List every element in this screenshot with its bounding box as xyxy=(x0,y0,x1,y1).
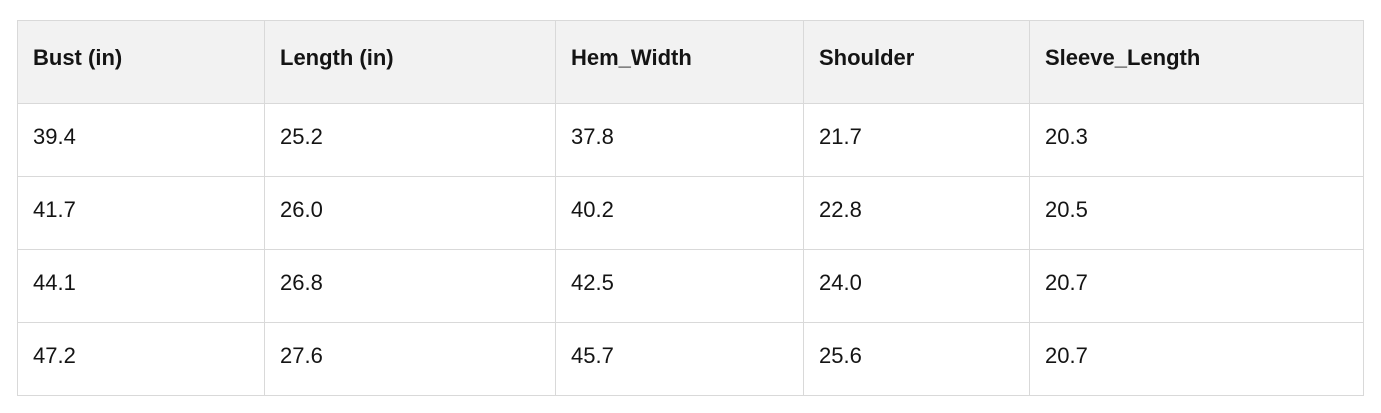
cell-bust: 47.2 xyxy=(17,322,265,396)
cell-hem-width: 37.8 xyxy=(555,103,804,177)
cell-bust: 39.4 xyxy=(17,103,265,177)
cell-bust: 41.7 xyxy=(17,176,265,250)
column-header-length: Length (in) xyxy=(264,20,556,104)
cell-bust: 44.1 xyxy=(17,249,265,323)
cell-shoulder: 21.7 xyxy=(803,103,1030,177)
cell-hem-width: 42.5 xyxy=(555,249,804,323)
size-chart-table: Bust (in) Length (in) Hem_Width Shoulder… xyxy=(17,20,1364,396)
cell-length: 26.8 xyxy=(264,249,556,323)
cell-shoulder: 22.8 xyxy=(803,176,1030,250)
table-row: 44.1 26.8 42.5 24.0 20.7 xyxy=(17,249,1364,323)
cell-sleeve-length: 20.5 xyxy=(1029,176,1364,250)
table-body: 39.4 25.2 37.8 21.7 20.3 41.7 26.0 40.2 … xyxy=(17,103,1364,396)
cell-length: 25.2 xyxy=(264,103,556,177)
cell-sleeve-length: 20.7 xyxy=(1029,249,1364,323)
cell-shoulder: 25.6 xyxy=(803,322,1030,396)
cell-shoulder: 24.0 xyxy=(803,249,1030,323)
table-row: 39.4 25.2 37.8 21.7 20.3 xyxy=(17,103,1364,177)
table-row: 41.7 26.0 40.2 22.8 20.5 xyxy=(17,176,1364,250)
table-header: Bust (in) Length (in) Hem_Width Shoulder… xyxy=(17,20,1364,104)
cell-sleeve-length: 20.7 xyxy=(1029,322,1364,396)
column-header-hem-width: Hem_Width xyxy=(555,20,804,104)
column-header-shoulder: Shoulder xyxy=(803,20,1030,104)
header-row: Bust (in) Length (in) Hem_Width Shoulder… xyxy=(17,20,1364,104)
cell-sleeve-length: 20.3 xyxy=(1029,103,1364,177)
column-header-sleeve-length: Sleeve_Length xyxy=(1029,20,1364,104)
cell-hem-width: 40.2 xyxy=(555,176,804,250)
column-header-bust: Bust (in) xyxy=(17,20,265,104)
table-row: 47.2 27.6 45.7 25.6 20.7 xyxy=(17,322,1364,396)
cell-length: 27.6 xyxy=(264,322,556,396)
cell-hem-width: 45.7 xyxy=(555,322,804,396)
cell-length: 26.0 xyxy=(264,176,556,250)
